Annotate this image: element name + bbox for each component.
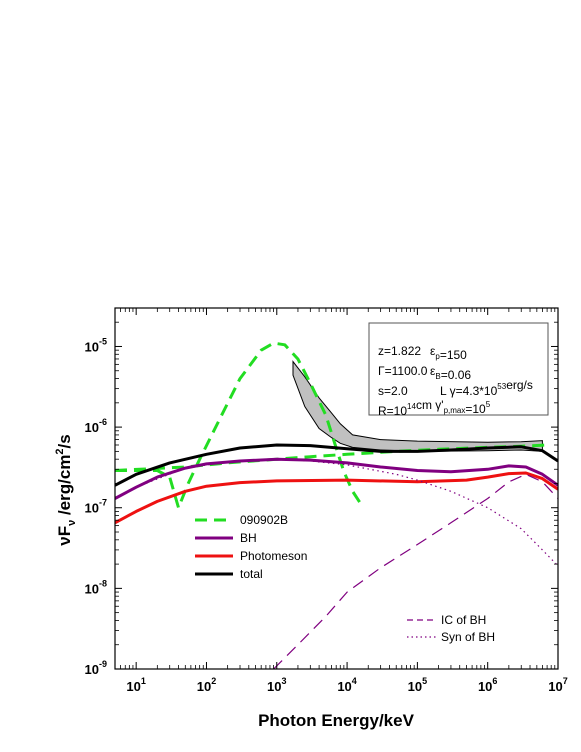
legend2-label: Syn of BH xyxy=(441,630,495,644)
x-tick-label: 104 xyxy=(337,676,356,694)
y-tick-label: 10-6 xyxy=(85,417,107,435)
parameter-line: z=1.822 εp=150 xyxy=(378,344,467,362)
y-tick-label: 10-7 xyxy=(85,498,107,516)
plot-content xyxy=(115,341,558,669)
series-line-090902b-0 xyxy=(115,341,365,510)
legend-label: 090902B xyxy=(240,513,288,527)
legend: 090902B BH Photomeson total xyxy=(195,513,307,581)
x-tick-label: 106 xyxy=(478,676,497,694)
x-tick-label: 107 xyxy=(548,676,567,694)
x-tick-label: 101 xyxy=(126,676,145,694)
series-line-photomeson-3 xyxy=(115,471,558,525)
y-tick-label: 10-5 xyxy=(85,336,107,354)
parameter-line: R=1014cm γ'p,max=105 xyxy=(378,398,491,418)
legend-label: BH xyxy=(240,531,257,545)
legend-label: Photomeson xyxy=(240,549,307,563)
series-line-total-4 xyxy=(115,443,558,487)
axis-ticks: 101 102 103 104 105 106 107 10-9 10-8 10-7 10-6 10-… xyxy=(85,308,568,694)
x-tick-label: 102 xyxy=(197,676,216,694)
parameter-line: Γ=1100.0 εB=0.06 xyxy=(378,364,471,382)
parameter-line: s=2.0 L γ=4.3*1053erg/s xyxy=(378,378,533,398)
x-axis-label: Photon Energy/keV xyxy=(258,711,415,730)
legend-secondary: IC of BH Syn of BH xyxy=(407,613,495,644)
x-tick-label: 103 xyxy=(267,676,286,694)
y-tick-label: 10-8 xyxy=(85,578,107,596)
legend2-label: IC of BH xyxy=(441,613,486,627)
y-tick-label: 10-9 xyxy=(85,659,107,677)
y-axis-label: νFν /erg/cm2/s xyxy=(54,434,78,545)
parameter-box-frame xyxy=(368,322,549,416)
parameter-box: z=1.822 εp=150 Γ=1100.0 εB=0.06s=2.0 L γ=4.3… xyxy=(368,322,549,418)
x-tick-label: 105 xyxy=(408,676,427,694)
series-line-ic-of-bh-5 xyxy=(273,473,558,669)
series-line-bh-2 xyxy=(115,457,558,500)
legend-label: total xyxy=(240,567,263,581)
